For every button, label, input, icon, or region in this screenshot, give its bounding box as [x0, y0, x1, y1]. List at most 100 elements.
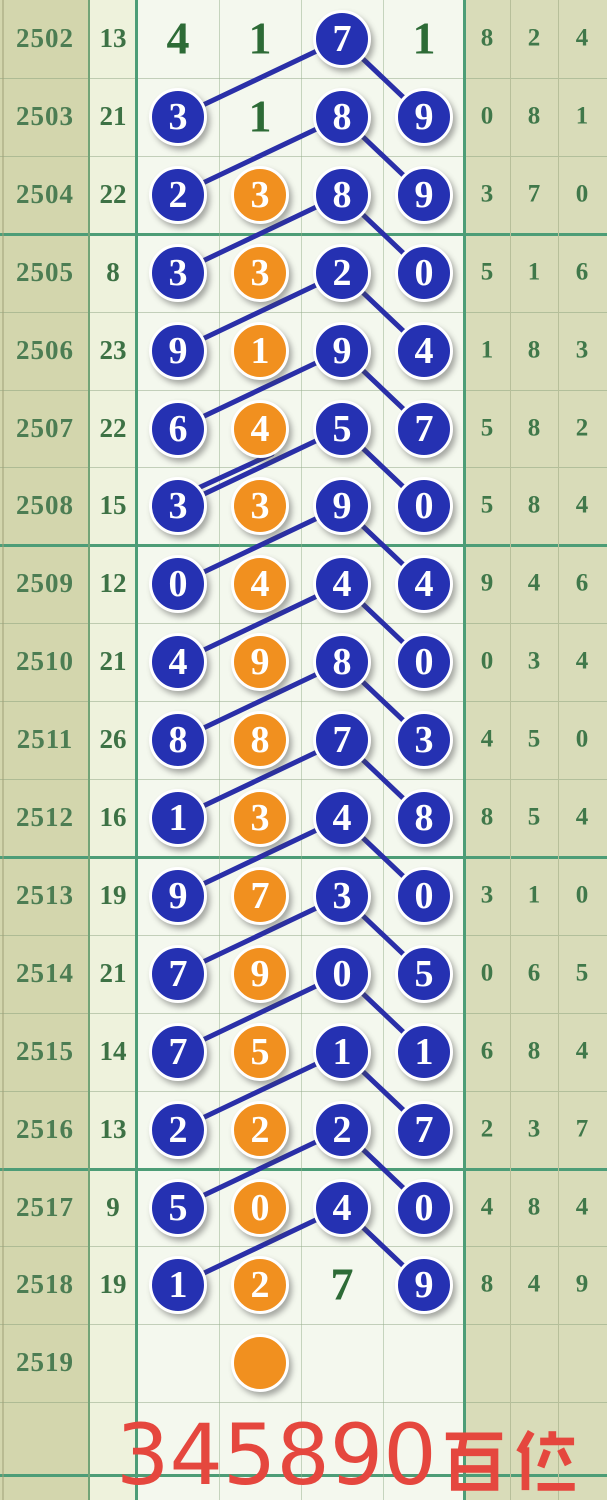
sum-value: 12: [99, 568, 127, 599]
orange-ball: 3: [231, 477, 289, 536]
issue-column-background: [0, 0, 90, 1500]
horizontal-grid-line: [0, 1168, 607, 1171]
extra-digit: 4: [527, 569, 541, 597]
extra-digit: 0: [575, 180, 589, 208]
blue-ball: 7: [149, 944, 207, 1003]
orange-ball: 2: [231, 1100, 289, 1159]
extra-digit: 6: [480, 1037, 494, 1065]
orange-ball: 4: [231, 399, 289, 458]
vertical-grid-line: [301, 0, 302, 1500]
orange-ball: 9: [231, 633, 289, 692]
horizontal-grid-line: [0, 935, 607, 936]
sum-value: 15: [99, 490, 127, 521]
extra-digit: 0: [575, 881, 589, 909]
sum-value: 9: [106, 1191, 120, 1222]
blue-ball: 1: [313, 1022, 371, 1081]
horizontal-grid-line: [0, 1402, 607, 1403]
issue-number: 2514: [16, 957, 74, 988]
extra-digit: 4: [575, 491, 589, 519]
sum-value: 8: [106, 256, 120, 287]
blue-ball: 2: [149, 1100, 207, 1159]
issue-number: 2513: [16, 879, 74, 910]
sum-value: 19: [99, 1269, 127, 1300]
extra-digit: 4: [575, 1192, 589, 1220]
extra-digit: 3: [527, 1115, 541, 1143]
blue-ball: 2: [313, 1100, 371, 1159]
horizontal-grid-line: [0, 856, 607, 859]
issue-number: 2507: [16, 412, 74, 443]
extra-digit: 5: [480, 413, 494, 441]
blue-ball: 2: [313, 243, 371, 302]
blue-ball: 9: [313, 477, 371, 536]
vertical-grid-line: [510, 0, 511, 1500]
vertical-grid-line: [463, 0, 466, 1500]
issue-number: 2510: [16, 646, 74, 677]
extra-digit: 0: [480, 959, 494, 987]
blue-ball: 7: [149, 1022, 207, 1081]
extra-digit: 1: [575, 102, 589, 130]
sum-value: 13: [99, 1113, 127, 1144]
vertical-grid-line: [88, 0, 90, 1500]
extra-digit: 8: [527, 1192, 541, 1220]
extra-digit: 2: [575, 413, 589, 441]
char-wei-glyph: [516, 1429, 575, 1491]
blue-ball: 3: [313, 866, 371, 925]
horizontal-grid-line: [0, 467, 607, 468]
blue-ball: 8: [313, 165, 371, 224]
horizontal-grid-line: [0, 701, 607, 702]
blue-ball: 9: [149, 866, 207, 925]
extra-digit: 1: [527, 881, 541, 909]
blue-ball: 0: [149, 555, 207, 614]
blue-ball: 7: [313, 711, 371, 770]
vertical-grid-line: [383, 0, 384, 1500]
extra-digit: 3: [480, 180, 494, 208]
horizontal-grid-line: [0, 78, 607, 79]
extra-digit: 7: [575, 1115, 589, 1143]
blue-ball: 0: [395, 1178, 453, 1237]
extra-digit: 4: [575, 647, 589, 675]
blue-ball: 3: [149, 477, 207, 536]
sum-value: 21: [99, 100, 127, 131]
extra-digit: 8: [527, 413, 541, 441]
blue-ball: 4: [313, 555, 371, 614]
extra-digit: 1: [527, 258, 541, 286]
orange-ball: 0: [231, 1178, 289, 1237]
orange-ball: 9: [231, 944, 289, 1003]
issue-number: 2512: [16, 801, 74, 832]
blue-ball: 7: [395, 1100, 453, 1159]
sum-value: 13: [99, 22, 127, 53]
issue-number: 2504: [16, 178, 74, 209]
horizontal-grid-line: [0, 233, 607, 236]
extra-digit: 5: [480, 258, 494, 286]
extra-digit: 4: [527, 1270, 541, 1298]
issue-number: 2503: [16, 100, 74, 131]
sum-value: 23: [99, 334, 127, 365]
vertical-grid-line: [219, 0, 220, 1500]
issue-number: 2518: [16, 1269, 74, 1300]
extra-digit: 2: [527, 24, 541, 52]
sum-column-background: [90, 0, 137, 1500]
extra-digit: 6: [527, 959, 541, 987]
footer-label: 345890: [116, 1413, 586, 1500]
blue-ball: 0: [395, 243, 453, 302]
sum-value: 14: [99, 1035, 127, 1066]
orange-ball: 8: [231, 711, 289, 770]
orange-ball: 3: [231, 789, 289, 847]
blue-ball: 8: [313, 633, 371, 692]
blue-ball: 5: [149, 1178, 207, 1237]
issue-number: 2502: [16, 22, 74, 53]
extra-digit: 5: [480, 491, 494, 519]
extra-digit: 1: [480, 336, 494, 364]
orange-ball: 7: [231, 866, 289, 925]
blue-ball: 8: [395, 789, 453, 847]
horizontal-grid-line: [0, 544, 607, 547]
blue-ball: 9: [395, 165, 453, 224]
blue-ball: 3: [395, 711, 453, 770]
sum-value: 19: [99, 879, 127, 910]
sum-value: 21: [99, 646, 127, 677]
extra-digit: 4: [575, 24, 589, 52]
orange-ball: [231, 1334, 289, 1393]
extra-digit: 5: [575, 959, 589, 987]
blue-ball: 7: [313, 10, 371, 68]
